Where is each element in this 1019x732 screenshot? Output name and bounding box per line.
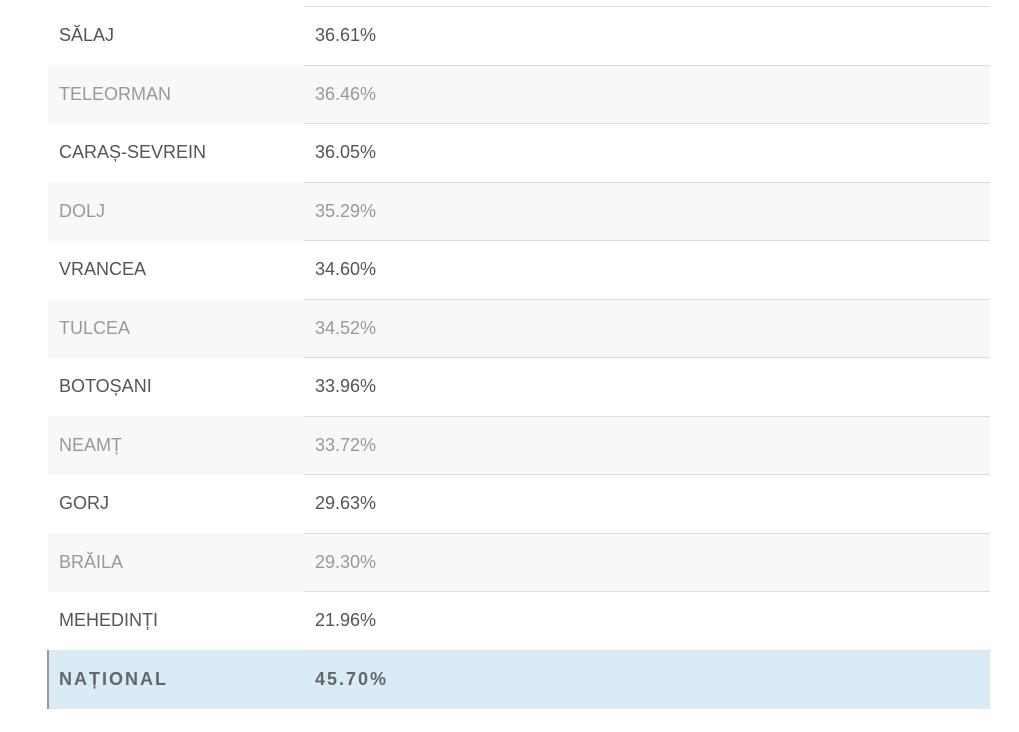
- percent-cell: 36.05%: [304, 123, 990, 182]
- percent-cell: 33.96%: [304, 357, 990, 416]
- total-label: NAȚIONAL: [47, 650, 304, 709]
- table-row: BRĂILA 29.30%: [48, 532, 990, 592]
- table-row: SĂLAJ 36.61%: [48, 6, 990, 65]
- table-row: BOTOȘANI 33.96%: [48, 357, 990, 416]
- county-cell: BOTOȘANI: [59, 376, 152, 397]
- table-row: DOLJ 35.29%: [48, 181, 990, 241]
- percent-cell: 33.72%: [304, 415, 990, 475]
- county-cell: BRĂILA: [48, 533, 304, 592]
- table-body: SĂLAJ 36.61% TELEORMAN 36.46% CARAȘ-SEVREIN 3…: [47, 6, 990, 709]
- county-cell: MEHEDINȚI: [59, 610, 158, 631]
- county-cell: DOLJ: [48, 182, 304, 241]
- results-table: SĂLAJ 36.61% TELEORMAN 36.46% CARAȘ-SEVREIN 3…: [47, 6, 990, 709]
- table-row: GORJ 29.63%: [48, 474, 990, 533]
- percent-cell: 34.60%: [304, 240, 990, 299]
- percent-cell: 36.61%: [304, 6, 990, 65]
- total-row: NAȚIONAL 45.70%: [47, 649, 990, 709]
- table-row: TULCEA 34.52%: [48, 298, 990, 358]
- county-cell: VRANCEA: [59, 259, 147, 280]
- county-cell: GORJ: [59, 493, 110, 514]
- county-cell: TULCEA: [48, 299, 304, 358]
- percent-cell: 34.52%: [304, 298, 990, 358]
- table-row: TELEORMAN 36.46%: [48, 64, 990, 124]
- percent-cell: 36.46%: [304, 64, 990, 124]
- county-cell: TELEORMAN: [48, 65, 304, 124]
- county-cell: NEAMȚ: [48, 416, 304, 475]
- percent-cell: 35.29%: [304, 181, 990, 241]
- county-cell: CARAȘ-SEVREIN: [59, 142, 207, 163]
- total-value: 45.70%: [304, 649, 990, 709]
- table-row: VRANCEA 34.60%: [48, 240, 990, 299]
- table-row: NEAMȚ 33.72%: [48, 415, 990, 475]
- table-row: CARAȘ-SEVREIN 36.05%: [48, 123, 990, 182]
- percent-cell: 29.63%: [304, 474, 990, 533]
- percent-cell: 29.30%: [304, 532, 990, 592]
- percent-cell: 21.96%: [304, 591, 990, 650]
- county-cell: SĂLAJ: [59, 25, 115, 46]
- table-row: MEHEDINȚI 21.96%: [48, 591, 990, 650]
